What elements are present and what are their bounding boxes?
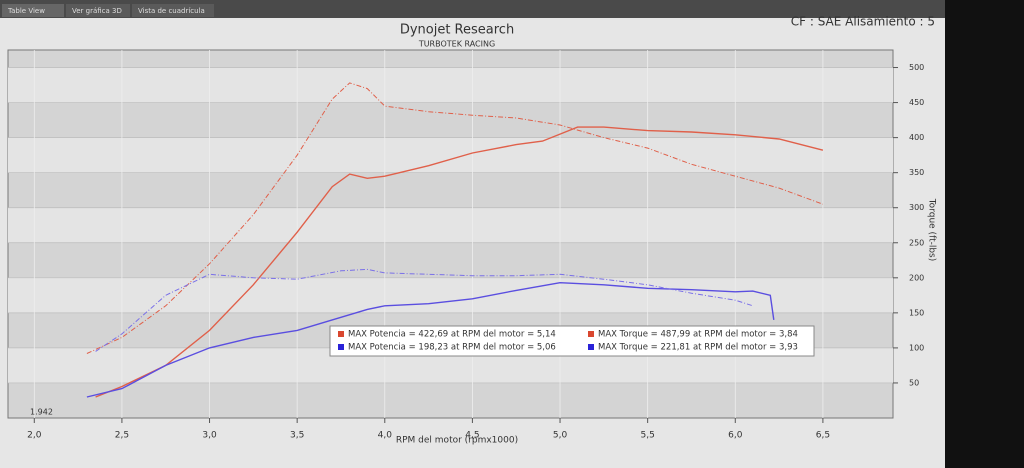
y-axis-label: Torque (ft-lbs) bbox=[927, 198, 937, 262]
y-tick-label: 150 bbox=[909, 308, 924, 317]
chart-title: Dynojet Research bbox=[400, 23, 514, 38]
y-tick-label: 200 bbox=[909, 273, 924, 282]
x-axis-label: RPM del motor (rpmx1000) bbox=[396, 436, 518, 446]
x-tick-label: 6,5 bbox=[816, 431, 830, 441]
x-tick-label: 4,0 bbox=[378, 431, 393, 441]
legend-swatch bbox=[588, 344, 594, 350]
legend-swatch bbox=[338, 344, 344, 350]
x-tick-label: 5,0 bbox=[553, 431, 568, 441]
x-tick-label: 6,0 bbox=[728, 431, 743, 441]
x-tick-label: 3,0 bbox=[202, 431, 217, 441]
y-tick-label: 500 bbox=[909, 63, 924, 72]
x-tick-label: 2,5 bbox=[115, 431, 129, 441]
grid-band bbox=[8, 137, 893, 173]
tab-bar bbox=[0, 0, 945, 18]
x-tick-label: 2,0 bbox=[27, 431, 42, 441]
y-tick-label: 50 bbox=[909, 378, 919, 387]
series-line bbox=[86, 82, 824, 354]
y-tick-label: 350 bbox=[909, 168, 924, 177]
plot: 50 100 150 200 250 300 350 400 450 500 2,0 2,5 3,0 3,… bbox=[7, 49, 924, 441]
series-line bbox=[86, 281, 775, 398]
monitor-edge bbox=[945, 0, 1024, 468]
grid-band bbox=[8, 207, 893, 243]
legend-box bbox=[329, 325, 815, 357]
grid-band bbox=[8, 67, 893, 103]
tab[interactable] bbox=[2, 4, 64, 17]
legend-swatch bbox=[588, 331, 594, 337]
grid-band bbox=[8, 277, 893, 313]
tab-label: Vista de cuadrícula bbox=[138, 7, 205, 15]
tab-label: Table View bbox=[7, 7, 45, 15]
y-tick-label: 450 bbox=[909, 98, 924, 107]
header-right: CF : SAE Alisamiento : 5 bbox=[791, 15, 935, 29]
chart-subtitle: TURBOTEK RACING bbox=[418, 40, 495, 49]
legend-label: MAX Potencia = 198,23 at RPM del motor =… bbox=[348, 343, 556, 353]
x-tick-label: 3,5 bbox=[290, 431, 304, 441]
series-line bbox=[95, 268, 753, 352]
tab[interactable] bbox=[132, 4, 214, 17]
legend-label: MAX Potencia = 422,69 at RPM del motor =… bbox=[348, 330, 556, 340]
legend-label: MAX Torque = 487,99 at RPM del motor = 3… bbox=[598, 330, 798, 340]
y-tick-label: 400 bbox=[909, 133, 924, 142]
tab-label: Ver gráfica 3D bbox=[72, 7, 122, 15]
cursor-label: 1.942 bbox=[30, 408, 53, 417]
tab[interactable] bbox=[66, 4, 130, 17]
x-tick-label: 4,5 bbox=[465, 431, 479, 441]
series-line bbox=[95, 126, 824, 398]
legend-swatch bbox=[338, 331, 344, 337]
y-tick-label: 250 bbox=[909, 238, 924, 247]
y-tick-label: 300 bbox=[909, 203, 924, 212]
legend-label: MAX Torque = 221,81 at RPM del motor = 3… bbox=[598, 343, 798, 353]
x-tick-label: 5,5 bbox=[640, 431, 654, 441]
y-tick-label: 100 bbox=[909, 343, 924, 352]
